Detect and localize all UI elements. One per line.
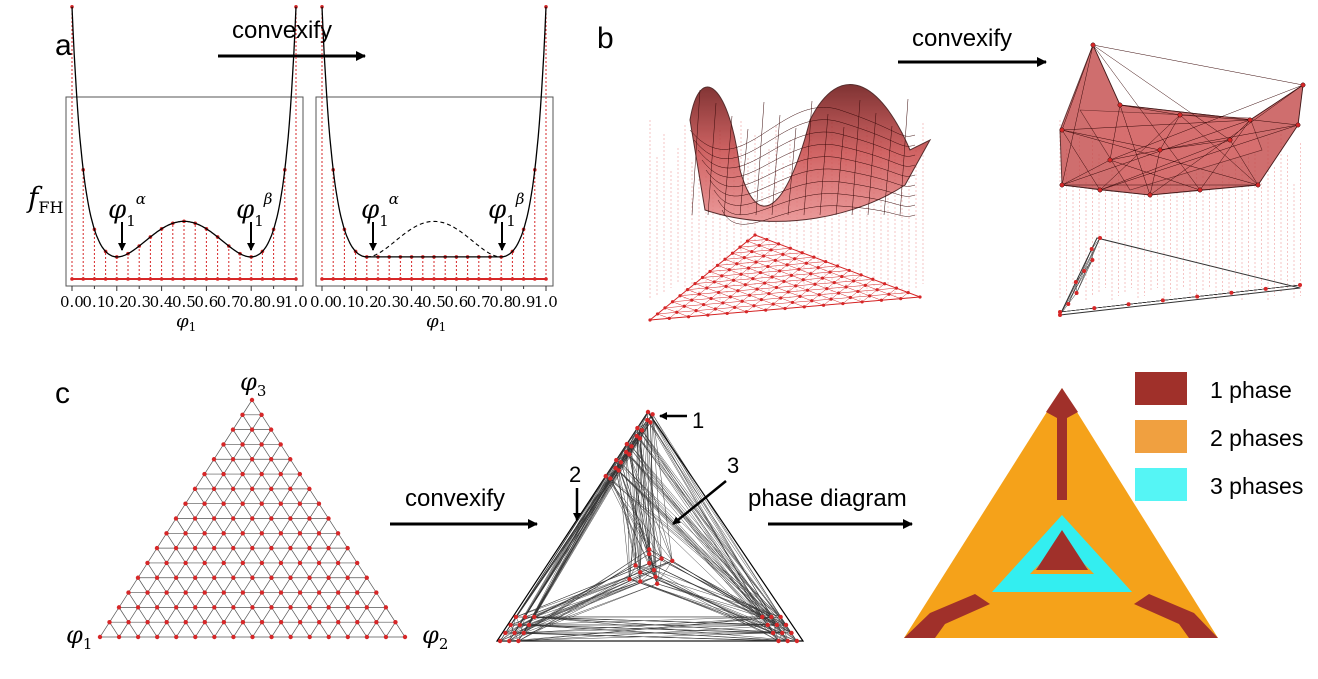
xtick-minor-label: 0.5	[422, 293, 446, 311]
xtick-minor-label: 0.3	[377, 293, 401, 311]
vertex-label-phi3: φ3	[240, 368, 266, 400]
xtick-label: 0.0	[60, 293, 84, 311]
panel-label-c: c	[55, 377, 70, 410]
phase-diagram	[904, 388, 1218, 638]
free-energy-plot-original: 0.0 0.2 0.4 0.6 0.8 1.0 0.1 0.3 0.5 0.7 0.9	[60, 5, 308, 311]
xtick-label: 0.2	[355, 293, 379, 311]
legend-label-1-phase: 1 phase	[1210, 377, 1292, 403]
xtick-minor-label: 0.7	[467, 293, 491, 311]
legend: 1 phase 2 phases 3 phases	[1135, 372, 1303, 501]
xtick-label: 0.6	[444, 293, 468, 311]
callout-2-label: 2	[569, 462, 581, 487]
surface-3d-original	[648, 84, 932, 322]
legend-label-3-phases: 3 phases	[1210, 473, 1303, 499]
convexify-label-b: convexify	[912, 25, 1012, 52]
xtick-minor-label: 0.7	[217, 293, 241, 311]
xtick-label: 0.0	[310, 293, 334, 311]
xlabel-phi1-right: φ1	[426, 311, 446, 334]
phi-alpha-label-left: φ1α	[108, 190, 146, 230]
xtick-minor-label: 0.9	[512, 293, 536, 311]
xtick-minor-label: 0.1	[82, 293, 106, 311]
legend-swatch-2-phases	[1135, 420, 1187, 453]
callout-3-label: 3	[727, 453, 739, 478]
convexify-label-c: convexify	[405, 485, 505, 512]
callout-3-arrow	[672, 480, 727, 525]
xtick-label: 0.4	[400, 293, 424, 311]
surface-3d-convexified	[1058, 42, 1306, 317]
xtick-label: 1.0	[284, 293, 308, 311]
ternary-grid	[97, 397, 408, 640]
phase-region-1-center	[1036, 530, 1088, 570]
xtick-label: 0.8	[239, 293, 263, 311]
xtick-minor-label: 0.1	[332, 293, 356, 311]
convexify-label-a: convexify	[232, 17, 332, 44]
legend-label-2-phases: 2 phases	[1210, 425, 1303, 451]
ylabel-fFH: fFH	[26, 181, 63, 217]
xtick-label: 0.4	[150, 293, 174, 311]
xtick-minor-label: 0.3	[127, 293, 151, 311]
convexified-triangulation	[495, 409, 805, 644]
legend-swatch-1-phase	[1135, 372, 1187, 405]
panel-label-a: a	[55, 29, 72, 62]
legend-swatch-3-phases	[1135, 468, 1187, 501]
vertex-label-phi1: φ1	[66, 621, 92, 653]
phi-beta-label-left: φ1β	[236, 190, 273, 230]
panel-label-b: b	[597, 22, 614, 55]
xlabel-phi1-left: φ1	[176, 311, 196, 334]
vertex-label-phi2: φ2	[422, 621, 448, 653]
phase-diagram-label: phase diagram	[748, 485, 907, 512]
phi-beta-label-right: φ1β	[488, 190, 525, 230]
callout-1-label: 1	[692, 408, 704, 433]
xtick-label: 0.8	[489, 293, 513, 311]
xtick-label: 0.6	[194, 293, 218, 311]
xtick-minor-label: 0.9	[262, 293, 286, 311]
phase-region-2	[904, 388, 1218, 638]
xtick-minor-label: 0.5	[172, 293, 196, 311]
free-energy-plot-convexified: 0.0 0.2 0.4 0.6 0.8 1.0 0.1 0.3 0.5 0.7 0.9	[310, 5, 558, 311]
xtick-label: 1.0	[534, 293, 558, 311]
xtick-label: 0.2	[105, 293, 129, 311]
phi-alpha-label-right: φ1α	[361, 190, 399, 230]
